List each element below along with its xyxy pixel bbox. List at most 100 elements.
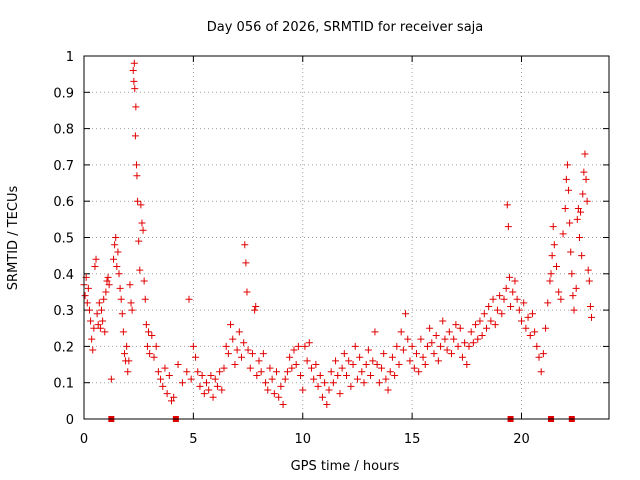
data-point <box>129 67 137 75</box>
x-tick-label: 20 <box>513 432 530 447</box>
data-point <box>281 375 289 383</box>
data-point <box>487 317 495 325</box>
data-point <box>443 346 451 354</box>
data-point <box>584 266 592 274</box>
data-point <box>316 371 324 379</box>
data-point <box>567 248 575 256</box>
data-point <box>408 342 416 350</box>
data-point <box>187 375 195 383</box>
data-point <box>224 350 232 358</box>
data-point <box>85 306 93 314</box>
data-point <box>257 368 265 376</box>
data-point <box>130 77 138 85</box>
data-point <box>100 295 108 303</box>
data-point <box>507 302 515 310</box>
data-point <box>231 361 239 369</box>
data-point <box>505 273 513 281</box>
data-point <box>178 379 186 387</box>
data-point <box>582 175 590 183</box>
data-point <box>84 284 92 292</box>
data-point <box>312 361 320 369</box>
data-point <box>343 371 350 379</box>
data-point <box>132 103 140 111</box>
data-point <box>323 400 331 408</box>
data-point <box>439 317 447 325</box>
data-point <box>220 364 228 372</box>
data-point <box>568 270 576 278</box>
data-point <box>565 186 573 194</box>
data-point <box>102 288 110 296</box>
data-point <box>588 313 595 321</box>
data-point <box>238 353 245 361</box>
data-point <box>241 241 249 249</box>
data-point <box>524 313 532 321</box>
data-point <box>520 299 528 307</box>
data-point <box>159 382 167 390</box>
data-point <box>301 342 309 350</box>
data-point <box>308 364 315 372</box>
data-point <box>288 364 296 372</box>
data-point <box>99 317 107 325</box>
data-point <box>549 223 557 231</box>
data-point <box>126 281 134 289</box>
data-point <box>157 375 165 383</box>
data-point <box>423 342 431 350</box>
data-points <box>80 59 595 408</box>
data-point <box>244 346 252 354</box>
axis-ticks <box>83 55 609 420</box>
data-point <box>503 201 511 209</box>
data-point <box>110 255 118 263</box>
data-point <box>168 397 175 405</box>
data-point <box>388 353 396 361</box>
data-point <box>489 295 497 303</box>
data-point <box>504 223 512 231</box>
data-point <box>213 382 221 390</box>
y-tick-label: 0.2 <box>53 340 74 355</box>
chart-title: Day 056 of 2026, SRMTID for receiver saj… <box>207 20 484 35</box>
data-point <box>373 361 381 369</box>
data-point <box>192 353 200 361</box>
data-point <box>142 321 150 329</box>
data-point <box>294 342 302 350</box>
data-point <box>465 342 473 350</box>
data-point <box>476 317 484 325</box>
data-point <box>498 310 506 318</box>
data-point <box>211 375 219 383</box>
data-point <box>314 382 322 390</box>
data-point <box>243 288 251 296</box>
data-point <box>273 368 280 376</box>
data-point <box>255 357 263 365</box>
data-point <box>240 339 248 347</box>
data-point <box>513 295 521 303</box>
data-point <box>472 321 480 329</box>
data-point <box>94 321 102 329</box>
data-point <box>165 371 173 379</box>
data-point <box>131 85 139 93</box>
data-point <box>128 306 136 314</box>
data-point <box>87 317 95 325</box>
data-point <box>577 208 585 216</box>
data-point <box>138 219 146 227</box>
data-point <box>196 382 204 390</box>
data-point <box>461 339 469 347</box>
data-point <box>474 335 482 343</box>
data-point <box>458 353 466 361</box>
data-point <box>546 277 554 285</box>
data-point <box>570 306 578 314</box>
data-point <box>349 361 357 369</box>
data-point <box>353 375 361 383</box>
data-point <box>537 368 545 376</box>
data-point <box>133 161 140 169</box>
data-point <box>203 379 210 387</box>
data-point <box>227 321 235 329</box>
data-point <box>198 371 206 379</box>
data-point <box>104 273 112 281</box>
data-point <box>426 324 434 332</box>
data-point <box>555 288 563 296</box>
data-point <box>557 295 565 303</box>
data-point <box>185 295 193 303</box>
data-point <box>334 371 342 379</box>
data-point <box>170 393 178 401</box>
data-point <box>318 393 326 401</box>
